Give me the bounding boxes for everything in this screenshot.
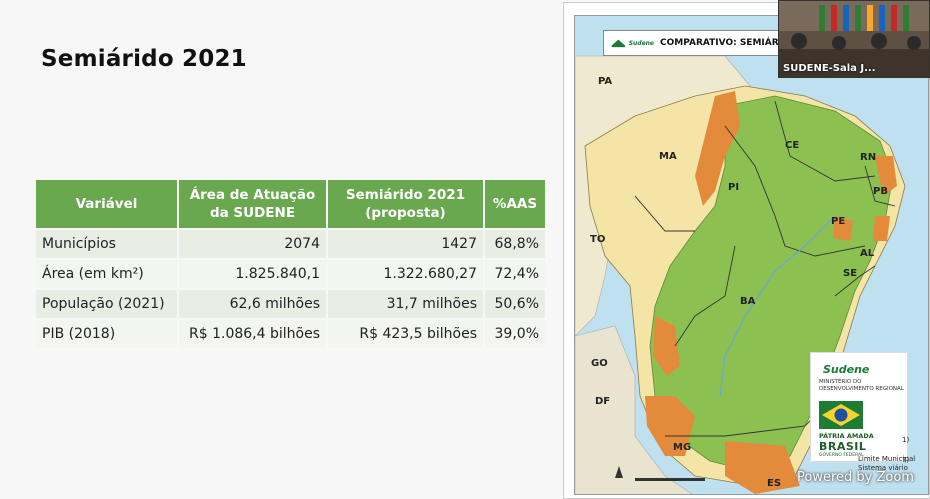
table-row: Municípios 2074 1427 68,8% [36, 230, 545, 258]
cell-value: 2074 [179, 230, 326, 258]
state-label-rn: RN [860, 152, 877, 163]
row-label: Área (em km²) [36, 260, 177, 288]
patria-amada-text: PÁTRIA AMADA [819, 432, 874, 440]
row-label: PIB (2018) [36, 320, 177, 348]
header-semiarido: Semiárido 2021 (proposta) [328, 180, 483, 228]
state-label-es: ES [767, 478, 782, 489]
state-label-al: AL [860, 248, 875, 259]
state-label-ba: BA [740, 296, 756, 307]
brazil-flag-icon [819, 401, 863, 429]
river [719, 215, 836, 397]
outside-land-south [575, 325, 693, 494]
video-participant-name: SUDENE-Sala J... [783, 63, 876, 74]
sponsor-logos: Sudene MINISTÉRIO DO DESENVOLVIMENTO REG… [810, 352, 908, 462]
zoom-watermark: Powered by Zoom [797, 470, 914, 485]
state-label-pb: PB [873, 186, 888, 197]
ministry-text: MINISTÉRIO DO DESENVOLVIMENTO REGIONAL [819, 379, 904, 392]
table-row: Área (em km²) 1.825.840,1 1.322.680,27 7… [36, 260, 545, 288]
removed-area-mg [645, 396, 695, 456]
table-row: PIB (2018) R$ 1.086,4 bilhões R$ 423,5 b… [36, 320, 545, 348]
legend-mark: 1) [902, 436, 910, 444]
state-label-to: TO [590, 234, 606, 245]
legend-item: Limite Municipal [858, 455, 916, 463]
row-label: População (2021) [36, 290, 177, 318]
brasil-text: BRASIL [819, 440, 867, 453]
removed-area-inner [833, 216, 853, 241]
cell-percent: 39,0% [485, 320, 545, 348]
sudene-logo: Sudene [823, 363, 870, 376]
removed-area-es [725, 441, 800, 494]
cell-value: 31,7 milhões [328, 290, 483, 318]
cell-percent: 50,6% [485, 290, 545, 318]
compass-icon [615, 466, 623, 478]
table-header-row: Variável Área de Atuação da SUDENE Semiá… [36, 180, 545, 228]
state-label-pe: PE [831, 216, 846, 227]
cell-value: 1.825.840,1 [179, 260, 326, 288]
legend-side-marks: 1) 7) [902, 430, 909, 470]
state-borders [634, 100, 896, 437]
state-label-pi: PI [728, 182, 740, 193]
map-header: Sudene COMPARATIVO: SEMIÁRI [603, 30, 803, 56]
cell-value: 1.322.680,27 [328, 260, 483, 288]
state-label-go: GO [591, 358, 608, 369]
legend-mark: 7) [902, 456, 910, 464]
comparison-table: Variável Área de Atuação da SUDENE Semiá… [34, 178, 547, 350]
cell-percent: 72,4% [485, 260, 545, 288]
table-row: População (2021) 62,6 milhões 31,7 milhõ… [36, 290, 545, 318]
header-percent-aas: %AAS [485, 180, 545, 228]
removed-area-west [653, 316, 680, 376]
map-legend: Limite Municipal Sistema viário [858, 455, 915, 473]
cell-value: 62,6 milhões [179, 290, 326, 318]
video-frame [779, 1, 929, 77]
scale-bar [635, 478, 705, 481]
map-title: COMPARATIVO: SEMIÁRI [660, 38, 783, 48]
row-label: Municípios [36, 230, 177, 258]
state-label-se: SE [843, 268, 858, 279]
state-label-ma: MA [659, 151, 677, 162]
header-variable: Variável [36, 180, 177, 228]
map-logo-text: Sudene [628, 39, 654, 47]
participant-video-tile[interactable]: SUDENE-Sala J... [778, 0, 930, 78]
governo-federal-text: GOVERNO FEDERAL [819, 453, 864, 458]
removed-area-rn [875, 156, 897, 196]
cell-value: 1427 [328, 230, 483, 258]
legend-item: Sistema viário [858, 464, 908, 472]
removed-area-ma [695, 91, 740, 206]
cell-value: R$ 423,5 bilhões [328, 320, 483, 348]
cell-value: R$ 1.086,4 bilhões [179, 320, 326, 348]
removed-area-pe [873, 216, 890, 241]
slide-title: Semiárido 2021 [41, 46, 247, 72]
sudene-logo-icon: Sudene [610, 34, 654, 52]
state-label-mg: MG [673, 442, 692, 453]
state-label-ce: CE [785, 140, 800, 151]
state-label-df: DF [595, 396, 611, 407]
state-label-pa: PA [598, 76, 613, 87]
header-sudene-area: Área de Atuação da SUDENE [179, 180, 326, 228]
cell-percent: 68,8% [485, 230, 545, 258]
